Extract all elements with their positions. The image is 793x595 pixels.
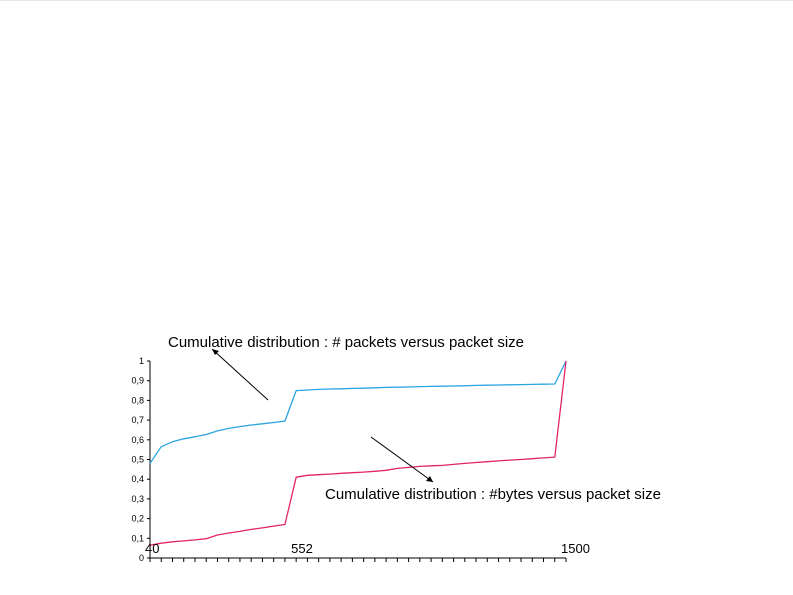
y-ticks: 0 0,1 0,2 0,3 0,4 0,5 0,6 0,7 0,8 0,9 1 bbox=[131, 356, 150, 563]
series-line-packets bbox=[149, 360, 567, 464]
y-tick-label: 0,8 bbox=[131, 395, 144, 405]
series-lines bbox=[149, 360, 567, 546]
annotation-packets-arrow bbox=[211, 348, 269, 401]
annotation-packets-arrowhead bbox=[212, 349, 219, 355]
annotation-bytes-arrowhead bbox=[426, 476, 433, 482]
x-tick-label-40: 40 bbox=[145, 541, 159, 556]
annotation-packets: Cumulative distribution : # packets vers… bbox=[168, 334, 524, 351]
axes bbox=[149, 361, 566, 559]
y-tick-label: 0,5 bbox=[131, 455, 144, 465]
y-tick-label: 0,2 bbox=[131, 514, 144, 524]
x-ticks bbox=[149, 558, 567, 562]
annotation-bytes-arrow bbox=[370, 436, 434, 483]
x-tick-label-552: 552 bbox=[291, 541, 313, 556]
y-tick-label: 0,6 bbox=[131, 435, 144, 445]
annotation-bytes: Cumulative distribution : #bytes versus … bbox=[325, 486, 661, 503]
y-tick-label: 0,9 bbox=[131, 376, 144, 386]
annotations: Cumulative distribution : # packets vers… bbox=[168, 334, 661, 503]
y-tick-label: 0 bbox=[139, 553, 144, 563]
y-tick-label: 0,3 bbox=[131, 494, 144, 504]
y-tick-label: 0,1 bbox=[131, 533, 144, 543]
x-tick-label-1500: 1500 bbox=[561, 541, 590, 556]
y-tick-label: 0,4 bbox=[131, 474, 144, 484]
y-tick-label: 1 bbox=[139, 356, 144, 366]
top-border bbox=[0, 0, 793, 1]
series-line-bytes bbox=[149, 360, 567, 546]
x-tick-labels: 40 552 1500 bbox=[145, 541, 590, 556]
y-tick-label: 0,7 bbox=[131, 415, 144, 425]
